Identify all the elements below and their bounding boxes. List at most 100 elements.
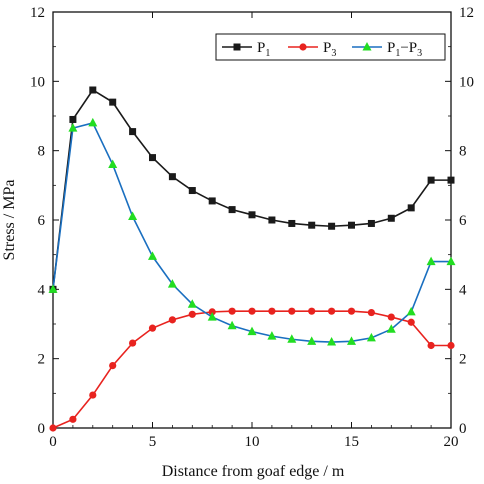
legend-main-text: P — [257, 40, 265, 56]
data-point — [49, 424, 57, 432]
data-point — [149, 154, 156, 162]
series-3 — [48, 117, 456, 346]
legend-label: P3 — [323, 40, 336, 59]
data-point — [347, 307, 356, 315]
data-point — [287, 334, 297, 343]
data-point — [267, 331, 277, 340]
right-y-tick-label: 10 — [459, 74, 474, 90]
data-point — [48, 284, 58, 293]
data-point — [129, 128, 137, 136]
data-point — [427, 341, 435, 350]
y-tick-label: 0 — [38, 421, 46, 437]
data-point — [407, 318, 415, 326]
data-point — [328, 307, 336, 315]
data-point — [447, 341, 455, 350]
legend-marker — [233, 43, 241, 51]
series-line — [52, 88, 451, 290]
x-tick-label: 10 — [245, 434, 260, 450]
legend: P1 P3 P1−P3 — [215, 33, 446, 61]
right-y-tick-label: 4 — [459, 282, 467, 298]
data-point — [188, 310, 196, 318]
data-point — [69, 115, 77, 123]
right-y-tick-label: 8 — [459, 144, 467, 160]
data-point — [108, 159, 118, 169]
data-point — [188, 187, 196, 195]
data-point — [109, 98, 117, 106]
legend-subscript: 1 — [395, 48, 400, 59]
data-point — [89, 391, 97, 399]
y-tick-label: 8 — [38, 144, 46, 160]
data-point — [268, 216, 276, 224]
data-point — [109, 362, 117, 370]
data-point — [427, 176, 435, 184]
data-point — [228, 307, 236, 315]
series-layer — [48, 86, 456, 432]
right-y-tick-label: 6 — [459, 213, 467, 229]
right-y-tick-label: 12 — [459, 5, 474, 21]
data-point — [207, 312, 217, 321]
data-point — [308, 221, 316, 229]
y-tick-label: 12 — [30, 5, 45, 21]
data-point — [148, 324, 157, 332]
data-point — [328, 222, 336, 230]
data-point — [407, 204, 415, 212]
series-1 — [49, 86, 455, 293]
legend-marker — [299, 43, 307, 51]
data-point — [307, 336, 317, 345]
legend-main-text: −P — [400, 40, 417, 56]
data-point — [327, 337, 337, 346]
data-point — [208, 197, 216, 205]
data-point — [187, 299, 197, 308]
data-point — [288, 307, 296, 315]
data-point — [88, 117, 98, 127]
data-point — [128, 211, 138, 221]
x-tick-label: 0 — [49, 434, 57, 450]
x-tick-label: 15 — [344, 434, 359, 450]
data-point — [288, 219, 296, 227]
legend-subscript: 3 — [331, 48, 336, 59]
data-point — [308, 307, 316, 315]
y-tick-label: 6 — [38, 213, 46, 229]
legend-subscript: 1 — [265, 48, 270, 59]
data-point — [268, 307, 276, 315]
data-point — [228, 206, 236, 214]
data-point — [148, 251, 157, 260]
legend-main-text: P — [323, 40, 331, 56]
legend-label: P1−P3 — [387, 40, 422, 59]
data-point — [446, 256, 456, 266]
right-y-tick-label: 2 — [459, 352, 467, 368]
legend-label: P1 — [257, 40, 270, 59]
x-tick-label: 5 — [149, 434, 157, 450]
data-point — [208, 308, 216, 316]
y-tick-label: 2 — [38, 352, 46, 368]
data-point — [89, 86, 97, 94]
x-tick-label: 20 — [444, 434, 459, 450]
y-tick-label: 10 — [30, 74, 45, 90]
data-point — [348, 221, 355, 229]
legend-box — [215, 33, 446, 61]
data-point — [68, 123, 78, 132]
data-point — [168, 316, 176, 324]
data-point — [387, 313, 395, 321]
data-point — [406, 306, 416, 316]
data-point — [248, 211, 256, 219]
data-point — [366, 332, 376, 342]
x-axis-title: Distance from goaf edge / m — [162, 463, 345, 480]
legend-subscript: 3 — [417, 48, 422, 59]
data-point — [367, 308, 375, 317]
data-point — [367, 219, 375, 227]
data-point — [168, 173, 176, 181]
data-point — [347, 336, 356, 345]
series-2 — [49, 307, 455, 432]
data-point — [248, 307, 256, 315]
legend-marker — [362, 42, 372, 51]
y-tick-label: 4 — [38, 282, 46, 298]
data-point — [387, 214, 395, 222]
legend-main-text: P — [387, 40, 395, 56]
data-point — [167, 279, 177, 288]
data-point — [426, 256, 436, 266]
data-point — [447, 176, 455, 184]
y-axis-title: Stress / MPa — [1, 180, 18, 261]
